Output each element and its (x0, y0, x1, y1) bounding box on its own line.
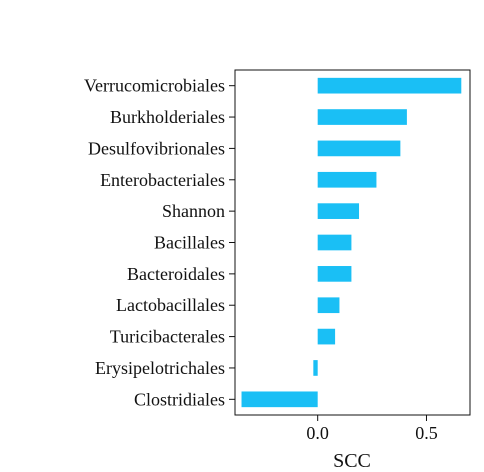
y-tick-label: Verrucomicrobiales (84, 76, 225, 96)
y-tick-label: Burkholderiales (110, 107, 225, 127)
x-axis-label: SCC (333, 450, 371, 472)
y-tick-label: Bacteroidales (127, 264, 225, 284)
bar (241, 391, 318, 408)
bar (313, 360, 318, 376)
x-tick-label: 0.0 (306, 423, 329, 443)
bar (317, 140, 401, 157)
bar (317, 328, 336, 345)
y-tick-label: Turicibacterales (110, 327, 225, 347)
bar (317, 234, 352, 251)
x-tick-label: 0.5 (415, 423, 438, 443)
bar (317, 203, 360, 219)
bar (317, 77, 462, 94)
y-tick-label: Desulfovibrionales (88, 138, 225, 158)
y-tick-label: Shannon (162, 201, 225, 221)
y-tick-label: Bacillales (154, 233, 225, 253)
bar (317, 109, 407, 125)
y-tick-label: Lactobacillales (116, 295, 225, 315)
y-tick-label: Enterobacteriales (100, 170, 225, 190)
bar (317, 297, 340, 314)
bar (317, 266, 352, 282)
y-tick-label: Erysipelotrichales (95, 358, 225, 378)
y-tick-label: Clostridiales (134, 389, 225, 409)
bar (317, 171, 377, 188)
